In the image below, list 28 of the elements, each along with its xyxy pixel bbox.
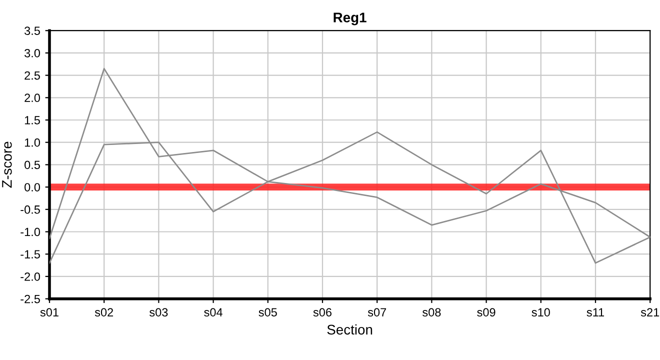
y-tick-label: -2.0 xyxy=(20,272,40,281)
y-tick-label: -1.5 xyxy=(20,250,40,258)
x-tick-label: s10 xyxy=(532,308,550,316)
y-axis-title: Z-score xyxy=(2,142,12,188)
y-tick-label: 0.0 xyxy=(24,183,40,192)
x-tick-label: s11 xyxy=(586,308,604,316)
x-tick-label: s01 xyxy=(40,308,58,316)
x-tick-label: s06 xyxy=(313,308,332,316)
x-tick-label: s05 xyxy=(258,308,277,316)
x-axis-title: Section xyxy=(327,324,372,335)
y-tick-label: 1.0 xyxy=(24,138,40,147)
y-tick-label: -1.0 xyxy=(20,228,40,236)
chart-title: Reg1 xyxy=(334,12,366,26)
y-tick-label: 3.5 xyxy=(24,26,40,35)
x-tick-label: s04 xyxy=(204,308,222,316)
x-tick-label: s09 xyxy=(477,308,496,316)
y-tick-label: -0.5 xyxy=(20,205,40,214)
y-tick-label: 1.5 xyxy=(24,116,40,124)
y-tick-label: 0.5 xyxy=(24,160,40,170)
x-tick-label: s02 xyxy=(94,308,114,316)
x-tick-label: s07 xyxy=(368,308,386,316)
y-tick-label: 2.5 xyxy=(24,71,40,80)
x-tick-label: s03 xyxy=(150,308,168,316)
x-tick-label: s21 xyxy=(640,308,660,316)
y-tick-label: 2.0 xyxy=(24,94,40,102)
y-tick-label: 3.0 xyxy=(24,48,40,58)
y-tick-label: -2.5 xyxy=(20,294,40,304)
x-tick-label: s08 xyxy=(422,308,441,316)
